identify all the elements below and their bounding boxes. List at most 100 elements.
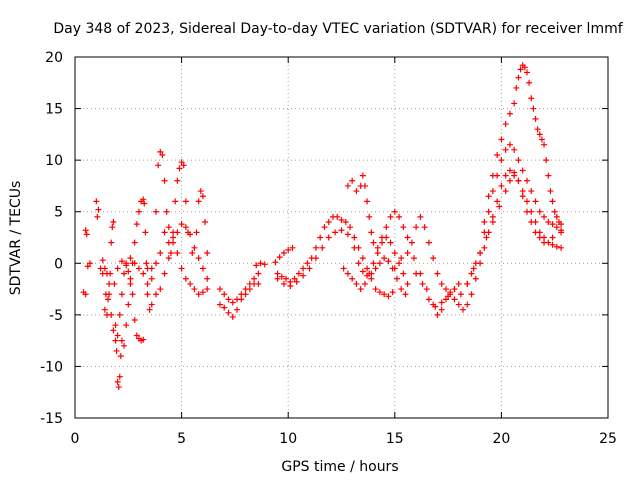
data-point — [517, 66, 524, 73]
data-point — [472, 260, 479, 267]
data-point — [234, 296, 241, 303]
data-point — [410, 255, 417, 262]
data-point — [199, 193, 206, 200]
data-point — [193, 229, 200, 236]
data-point — [295, 270, 302, 277]
data-point — [338, 227, 345, 234]
x-axis-label: GPS time / hours — [281, 459, 398, 475]
y-tick-label: -10 — [40, 359, 63, 375]
data-point — [344, 270, 351, 277]
data-point — [204, 249, 211, 256]
data-point — [144, 291, 151, 298]
data-point — [434, 311, 441, 318]
y-tick-label: -15 — [40, 411, 63, 427]
data-point — [370, 239, 377, 246]
data-point — [489, 213, 496, 220]
data-point — [481, 244, 488, 251]
data-point — [398, 255, 405, 262]
data-point — [506, 177, 513, 184]
data-point — [278, 273, 285, 280]
data-point — [109, 224, 116, 231]
data-point — [545, 219, 552, 226]
data-point — [379, 239, 386, 246]
axis-ticks: 0 5 10 15 20 25 -15 -10 -5 0 5 10 15 20 — [40, 50, 617, 447]
data-point — [283, 275, 290, 282]
data-point — [385, 293, 392, 300]
data-point — [381, 255, 388, 262]
data-point — [404, 234, 411, 241]
data-point — [180, 162, 187, 169]
data-point — [532, 198, 539, 205]
data-point — [532, 115, 539, 122]
data-point — [379, 234, 386, 241]
data-point — [167, 249, 174, 256]
data-point — [538, 136, 545, 143]
data-point — [221, 304, 228, 311]
y-axis-label: SDTVAR / TECUs — [8, 181, 24, 296]
data-point — [172, 198, 179, 205]
data-point — [253, 262, 260, 269]
data-point — [481, 229, 488, 236]
data-point — [353, 188, 360, 195]
data-point — [116, 311, 123, 318]
data-point — [182, 275, 189, 282]
data-point — [174, 229, 181, 236]
data-point — [393, 275, 400, 282]
data-point — [182, 198, 189, 205]
data-point — [94, 213, 101, 220]
data-point — [111, 280, 118, 287]
data-point — [359, 268, 366, 275]
data-point — [176, 165, 183, 172]
data-point — [140, 336, 147, 343]
data-point — [125, 268, 132, 275]
series-k — [413, 172, 565, 310]
data-point — [398, 286, 405, 293]
series-g — [274, 227, 409, 298]
data-point — [489, 188, 496, 195]
data-point — [402, 291, 409, 298]
data-point — [118, 291, 125, 298]
data-point — [445, 293, 452, 300]
data-point — [161, 177, 168, 184]
data-point — [551, 208, 558, 215]
data-point — [417, 213, 424, 220]
data-point — [451, 296, 458, 303]
data-point — [300, 265, 307, 272]
data-point — [511, 172, 518, 179]
data-point — [419, 280, 426, 287]
data-point — [558, 227, 565, 234]
data-point — [272, 259, 279, 266]
data-point — [234, 306, 241, 313]
data-point — [276, 254, 283, 261]
data-point — [549, 198, 556, 205]
data-point — [182, 224, 189, 231]
data-point — [204, 286, 211, 293]
data-point — [142, 229, 149, 236]
data-point — [170, 234, 177, 241]
data-point — [502, 172, 509, 179]
data-points — [80, 62, 565, 391]
data-point — [125, 301, 132, 308]
data-point — [545, 172, 552, 179]
data-point — [374, 249, 381, 256]
data-point — [274, 270, 281, 277]
data-point — [155, 162, 162, 169]
data-point — [438, 280, 445, 287]
data-point — [123, 322, 130, 329]
series-c — [114, 221, 211, 298]
data-point — [400, 224, 407, 231]
data-point — [536, 131, 543, 138]
series-h — [340, 234, 411, 293]
data-point — [451, 286, 458, 293]
series-l — [464, 141, 565, 287]
data-point — [174, 249, 181, 256]
data-point — [117, 353, 124, 360]
data-point — [170, 239, 177, 246]
data-point — [532, 229, 539, 236]
data-point — [197, 188, 204, 195]
data-point — [502, 121, 509, 128]
data-point — [140, 270, 147, 277]
data-point — [361, 182, 368, 189]
data-point — [221, 291, 228, 298]
y-tick-label: 15 — [45, 102, 63, 118]
